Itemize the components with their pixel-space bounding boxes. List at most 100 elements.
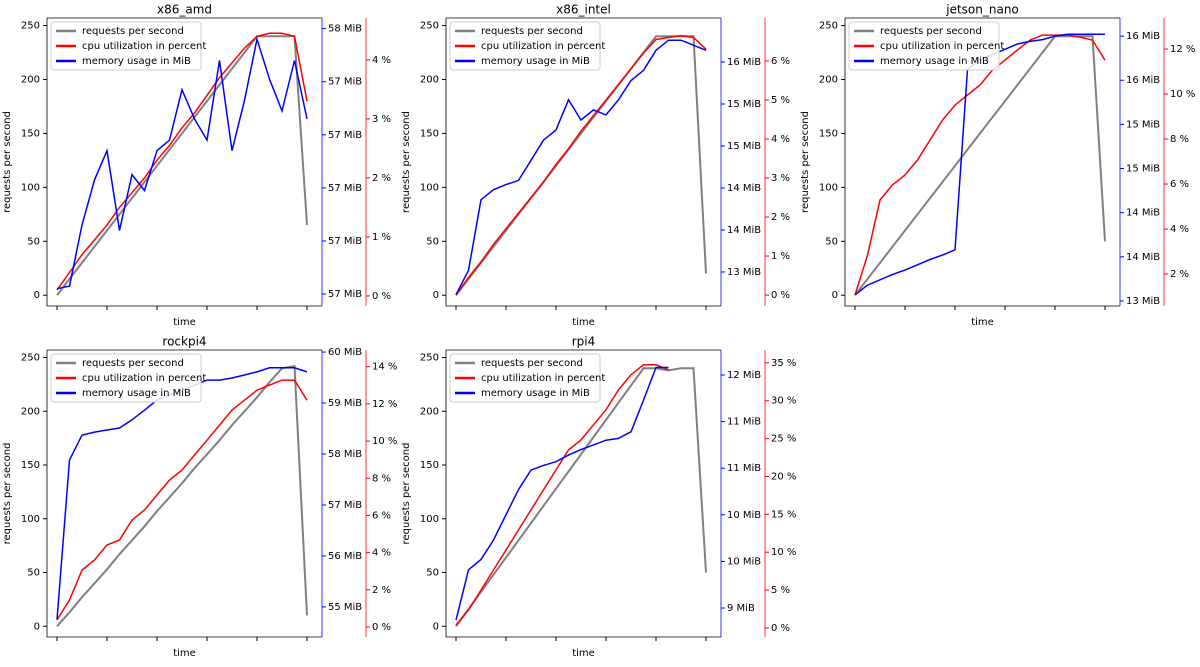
y2-tick-label: 16 MiB [1126,75,1160,86]
y2-tick-label: 57 MiB [328,183,362,194]
y-tick-label: 0 [34,621,40,632]
y-tick-label: 50 [27,236,40,247]
legend-label: cpu utilization in percent [481,41,605,52]
y3-tick-label: 0 % [771,290,790,301]
y3-tick-label: 15 % [771,509,796,520]
y2-tick-label: 60 MiB [328,347,362,358]
y-tick-label: 200 [21,74,40,85]
legend-label: memory usage in MiB [82,388,191,399]
y3-tick-label: 6 % [771,56,790,67]
legend-label: memory usage in MiB [481,56,590,67]
chart-title: rpi4 [572,335,596,349]
y3-tick-label: 1 % [771,251,790,262]
legend-label: requests per second [82,26,184,37]
legend-label: cpu utilization in percent [481,373,605,384]
x-axis-label: time [173,317,196,328]
y2-tick-label: 13 MiB [727,267,761,278]
y2-tick-label: 57 MiB [328,77,362,88]
series-line [854,35,1106,296]
y-tick-label: 150 [420,460,439,471]
y2-tick-label: 56 MiB [328,551,362,562]
axes-frame [46,349,322,638]
legend-label: cpu utilization in percent [82,41,206,52]
y3-tick-label: 2 % [372,585,391,596]
series-line [455,367,707,627]
chart-title: jetson_nano [945,3,1019,17]
y2-tick-label: 57 MiB [328,289,362,300]
series-line [854,33,1105,296]
y3-tick-label: 2 % [1170,269,1189,280]
y3-tick-label: 0 % [372,622,391,633]
legend-label: requests per second [82,358,184,369]
y3-tick-label: 8 % [372,473,391,484]
chart-title: rockpi4 [162,335,206,349]
y-axis-label: requests per second [2,443,13,545]
y-tick-label: 100 [21,182,40,193]
y3-tick-label: 4 % [372,55,391,66]
y3-tick-label: 30 % [771,396,796,407]
y2-tick-label: 14 MiB [1126,208,1160,219]
y2-tick-label: 10 MiB [727,556,761,567]
y3-tick-label: 8 % [1170,134,1189,145]
y-tick-label: 100 [21,514,40,525]
legend-box [449,21,601,71]
y2-tick-label: 15 MiB [727,141,761,152]
series-line [56,364,308,627]
legend-box [848,21,1000,71]
y2-tick-label: 58 MiB [328,24,362,35]
series-line [455,39,707,296]
y-axis-label: requests per second [800,111,811,213]
axes-frame [445,17,721,307]
y-tick-label: 200 [420,74,439,85]
x-axis-label: time [173,648,196,659]
y-tick-label: 0 [34,290,40,301]
y-tick-label: 50 [426,568,439,579]
y-axis-label: requests per second [2,111,13,213]
y3-tick-label: 5 % [771,95,790,106]
y2-tick-label: 58 MiB [328,449,362,460]
y-axis-label: requests per second [401,111,412,213]
legend-label: memory usage in MiB [82,56,191,67]
y2-tick-label: 14 MiB [1126,252,1160,263]
y2-tick-label: 13 MiB [1126,296,1160,307]
y2-tick-label: 16 MiB [727,57,761,68]
y-tick-label: 0 [433,290,439,301]
y-tick-label: 250 [420,21,439,32]
series-line [455,366,669,621]
y-tick-label: 50 [825,236,838,247]
y2-tick-label: 9 MiB [727,603,755,614]
chart-title: x86_intel [556,3,611,17]
y2-tick-label: 14 MiB [727,225,761,236]
series-line [455,35,707,296]
legend-label: memory usage in MiB [481,388,590,399]
y3-tick-label: 3 % [771,173,790,184]
series-line [56,379,308,621]
y-tick-label: 100 [819,182,838,193]
y3-tick-label: 6 % [372,510,391,521]
chart-title: x86_amd [157,3,212,17]
axes-frame [445,349,721,638]
y-tick-label: 250 [21,21,40,32]
y2-tick-label: 16 MiB [1126,31,1160,42]
y-tick-label: 0 [832,290,838,301]
axes-frame [844,17,1120,307]
legend-box [50,353,202,403]
y3-tick-label: 4 % [372,548,391,559]
series-line [56,35,308,296]
series-line [56,36,308,290]
y-tick-label: 0 [433,621,439,632]
y3-tick-label: 20 % [771,471,796,482]
series-line [455,364,669,626]
y3-tick-label: 14 % [372,362,397,373]
y3-tick-label: 35 % [771,358,796,369]
y-tick-label: 200 [21,406,40,417]
x-axis-label: time [572,648,595,659]
x-axis-label: time [971,317,994,328]
y3-tick-label: 1 % [372,232,391,243]
y2-tick-label: 14 MiB [727,183,761,194]
y3-tick-label: 12 % [372,399,397,410]
y2-tick-label: 59 MiB [328,398,362,409]
y3-tick-label: 10 % [1170,89,1195,100]
y3-tick-label: 10 % [372,436,397,447]
